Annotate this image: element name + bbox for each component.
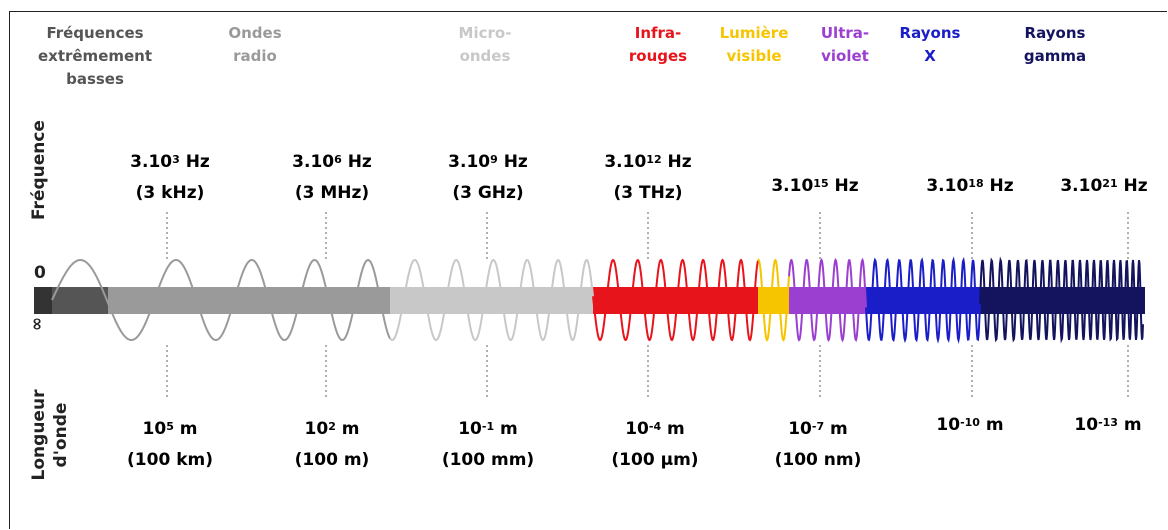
frequency-label: 3.109 Hz (3 GHz) xyxy=(448,152,528,203)
wave-segment xyxy=(788,257,867,343)
wavelength-label: 102 m (100 m) xyxy=(294,419,370,470)
spectrum-band-segment xyxy=(789,287,866,314)
spectrum-band-segment xyxy=(34,287,52,314)
band-label-infrared: Infra- rouges xyxy=(628,24,688,65)
band-label-visible: Lumière visible xyxy=(719,24,789,65)
frequency-label: 3.1012 Hz (3 THz) xyxy=(604,152,692,203)
wavelength-label: 10-13 m xyxy=(1074,415,1142,435)
wave-segment xyxy=(865,256,981,344)
frequency-label: 3.106 Hz (3 MHz) xyxy=(292,152,372,203)
band-label-gamma: Rayons gamma xyxy=(1023,24,1087,65)
wave-segment xyxy=(389,258,594,342)
band-label-microwaves: Micro- ondes xyxy=(458,24,512,65)
wave-segment xyxy=(51,258,391,341)
band-label-radio: Ondes radio xyxy=(228,24,282,65)
wavelength-label: 10-4 m (100 µm) xyxy=(611,419,699,470)
spectrum-band-segment xyxy=(390,287,593,314)
frequency-label: 3.1018 Hz xyxy=(926,176,1014,196)
wavelength-label: 10-7 m (100 nm) xyxy=(774,419,862,470)
zero-marker: 0 xyxy=(34,263,46,283)
wavelength-label: 10-1 m (100 mm) xyxy=(441,419,535,470)
wave-segment xyxy=(757,258,790,342)
wave-segment xyxy=(979,256,1144,344)
wave-segment xyxy=(592,258,759,342)
wavelength-label: 10-10 m xyxy=(936,415,1004,435)
frequency-label: 3.103 Hz (3 kHz) xyxy=(130,152,210,203)
spectrum-band-segment xyxy=(52,287,108,314)
wavelength-label: 105 m (100 km) xyxy=(127,419,213,470)
frequency-label: 3.1015 Hz xyxy=(771,176,859,196)
band-label-ultraviolet: Ultra- violet xyxy=(820,24,870,65)
frequency-label: 3.1021 Hz xyxy=(1060,176,1148,196)
band-label-xrays: Rayons X xyxy=(899,24,961,65)
diagram-frame xyxy=(9,11,1167,529)
band-label-elf: Fréquences extrêmement basses xyxy=(37,24,153,88)
